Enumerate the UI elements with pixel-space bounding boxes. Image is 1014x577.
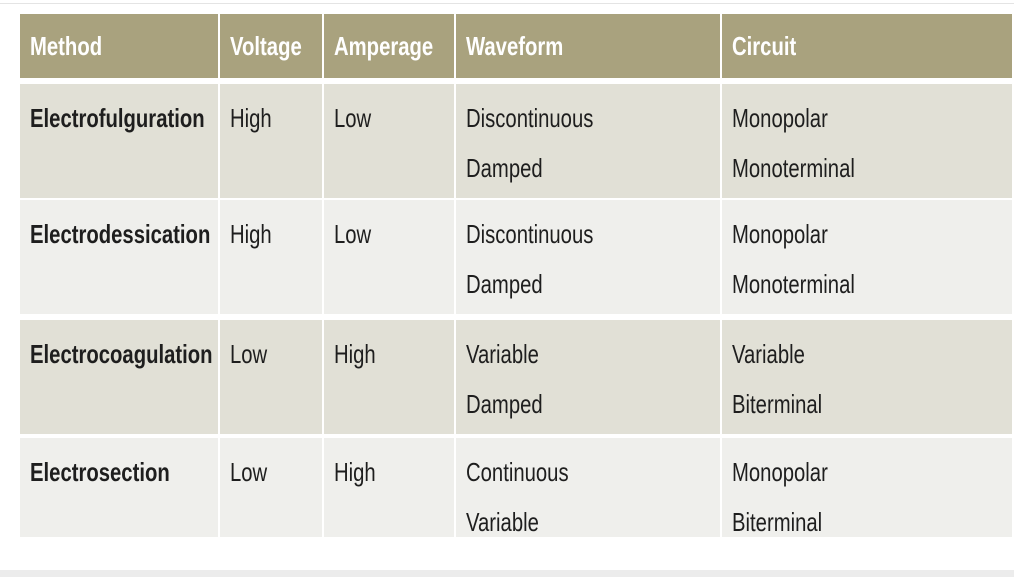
cell-text: Monopolar	[732, 103, 828, 133]
table-cell: Monopolar Monoterminal	[722, 200, 1012, 314]
cell-text: High	[230, 219, 272, 249]
cell-text: Variable	[732, 339, 805, 369]
table-cell: Low	[220, 438, 322, 537]
table-cell: Monopolar Biterminal	[722, 438, 1012, 537]
table-cell: Monopolar Monoterminal	[722, 84, 1012, 198]
table: Method Voltage Amperage Waveform Circuit Elec…	[20, 14, 1012, 537]
cell-text: Voltage	[230, 31, 302, 61]
table-cell: Continuous Variable	[456, 438, 720, 537]
table-cell: Electrodessication	[20, 200, 218, 314]
table-cell: Low	[324, 200, 454, 314]
table-cell: Variable Biterminal	[722, 320, 1012, 434]
table-cell: Electrosection	[20, 438, 218, 537]
cell-text: Continuous	[466, 457, 569, 487]
cell-text: Damped	[466, 389, 543, 419]
header-cell: Voltage	[220, 14, 322, 78]
table-cell: Discontinuous Damped	[456, 200, 720, 314]
cell-text: Low	[230, 339, 268, 369]
cell-text: Method	[30, 31, 103, 61]
cell-text: High	[230, 103, 272, 133]
table-cell: High	[220, 84, 322, 198]
cell-text: Variable	[466, 507, 539, 537]
cell-text: Circuit	[732, 31, 797, 61]
table-cell: High	[324, 438, 454, 537]
table-cell: High	[324, 320, 454, 434]
cell-text: Waveform	[466, 31, 564, 61]
cell-text: Monopolar	[732, 457, 828, 487]
bottom-border	[0, 570, 1014, 577]
cell-text: Low	[334, 103, 372, 133]
cell-text: Electrofulguration	[30, 103, 205, 133]
cell-text: Low	[230, 457, 268, 487]
cell-text: Low	[334, 219, 372, 249]
table-cell: Low	[220, 320, 322, 434]
header-cell: Circuit	[722, 14, 1012, 78]
header-cell: Method	[20, 14, 218, 78]
header-cell: Waveform	[456, 14, 720, 78]
top-border	[0, 3, 1014, 4]
cell-text: Discontinuous	[466, 219, 594, 249]
table-cell: Electrofulguration	[20, 84, 218, 198]
cell-text: High	[334, 457, 376, 487]
table-cell: Electrocoagulation	[20, 320, 218, 434]
cell-text: Electrodessication	[30, 219, 211, 249]
cell-text: Variable	[466, 339, 539, 369]
cell-text: Damped	[466, 153, 543, 183]
cell-text: Amperage	[334, 31, 434, 61]
cell-text: Discontinuous	[466, 103, 594, 133]
table-cell: Discontinuous Damped	[456, 84, 720, 198]
cell-text: Monoterminal	[732, 153, 855, 183]
cell-text: Biterminal	[732, 389, 823, 419]
cell-text: Monopolar	[732, 219, 828, 249]
cell-text: Biterminal	[732, 507, 823, 537]
table-cell: High	[220, 200, 322, 314]
table-cell: Variable Damped	[456, 320, 720, 434]
cell-text: High	[334, 339, 376, 369]
header-cell: Amperage	[324, 14, 454, 78]
cell-text: Monoterminal	[732, 269, 855, 299]
table-cell: Low	[324, 84, 454, 198]
cell-text: Electrosection	[30, 457, 170, 487]
cell-text: Electrocoagulation	[30, 339, 213, 369]
cell-text: Damped	[466, 269, 543, 299]
